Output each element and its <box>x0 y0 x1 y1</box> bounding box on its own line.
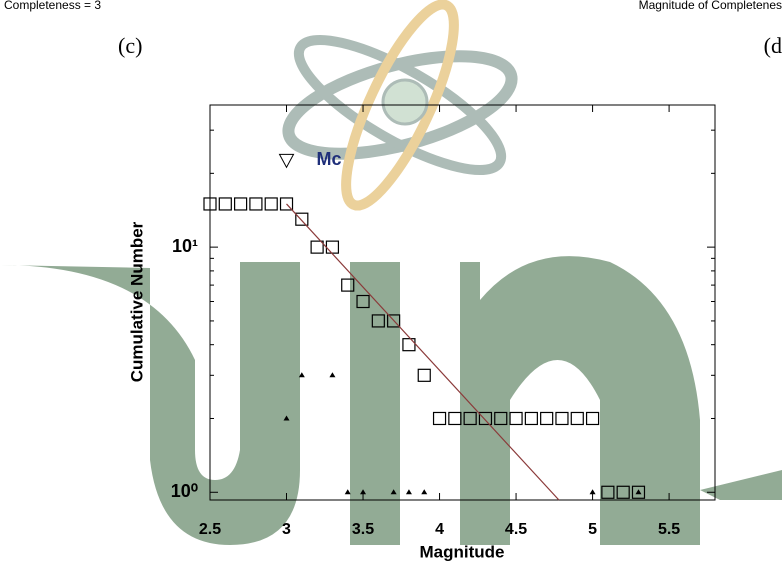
square-marker <box>326 241 338 253</box>
triangle-marker <box>345 489 351 494</box>
triangle-marker <box>329 372 335 377</box>
square-marker <box>571 412 583 424</box>
x-tick-label: 5.5 <box>658 521 680 538</box>
panel-label: (c) <box>118 33 142 58</box>
square-marker <box>556 412 568 424</box>
square-marker <box>311 241 323 253</box>
right-caption: Magnitude of Completenes <box>639 0 782 12</box>
square-marker <box>541 412 553 424</box>
square-marker <box>235 198 247 210</box>
square-marker <box>434 412 446 424</box>
x-tick-label: 3 <box>282 521 291 538</box>
y-tick-label: 10¹ <box>172 236 198 256</box>
square-marker <box>449 412 461 424</box>
square-marker <box>265 198 277 210</box>
panel-label: (d <box>764 33 782 58</box>
square-marker <box>525 412 537 424</box>
x-tick-label: 4.5 <box>505 521 527 538</box>
square-marker <box>403 339 415 351</box>
x-tick-label: 2.5 <box>199 521 221 538</box>
x-tick-label: 3.5 <box>352 521 374 538</box>
watermark-shape <box>700 470 782 500</box>
x-tick-label: 4 <box>435 521 444 538</box>
watermark-globe <box>383 80 427 124</box>
triangle-marker <box>421 489 427 494</box>
square-marker <box>296 213 308 225</box>
square-marker <box>418 369 430 381</box>
triangle-marker <box>590 489 596 494</box>
y-axis-label: Cumulative Number <box>127 221 146 382</box>
mc-label: Mc <box>317 149 342 169</box>
square-marker <box>587 412 599 424</box>
square-marker <box>510 412 522 424</box>
watermark <box>0 0 782 545</box>
y-tick-label: 10⁰ <box>171 481 198 501</box>
square-marker <box>250 198 262 210</box>
mc-marker <box>280 154 294 167</box>
figure: Completeness = 3 Magnitude of Completene… <box>0 0 782 569</box>
x-tick-label: 5 <box>588 521 597 538</box>
square-marker <box>219 198 231 210</box>
watermark-shape <box>0 256 700 545</box>
left-caption: Completeness = 3 <box>4 0 101 12</box>
triangle-marker <box>406 489 412 494</box>
x-axis-label: Magnitude <box>420 542 505 561</box>
